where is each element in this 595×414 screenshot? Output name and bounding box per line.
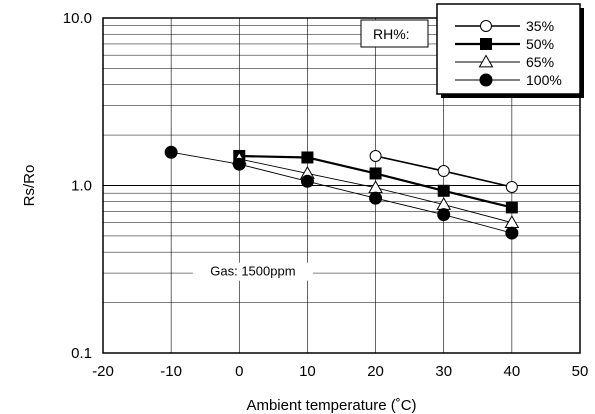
x-tick-label: 10 — [299, 363, 316, 380]
legend-label: 35% — [526, 18, 554, 34]
plot-frame — [102, 17, 581, 354]
legend-label: 100% — [526, 72, 562, 88]
x-tick-label: 20 — [367, 363, 384, 380]
data-point — [301, 151, 314, 164]
series-lines — [171, 151, 513, 234]
legend-frame — [436, 3, 581, 95]
data-point — [300, 174, 314, 188]
annotation: Gas: 1500ppm — [192, 262, 313, 281]
x-tick-label: -20 — [92, 363, 114, 380]
legend-marker — [480, 38, 492, 50]
data-point — [437, 184, 450, 197]
y-axis-label: Rs/Ro — [21, 165, 38, 207]
legend-marker — [480, 20, 492, 32]
data-point — [505, 226, 519, 240]
x-tick-label: 40 — [504, 363, 521, 380]
x-axis-label: Ambient temperature (˚C) — [246, 397, 416, 414]
legend: 35% 50% 65% 100% — [436, 3, 584, 98]
legend-label: 50% — [526, 36, 554, 52]
legend-marker — [478, 54, 494, 68]
x-ticks: -20 -10 0 10 20 30 40 50 — [92, 363, 588, 380]
legend-title-frame — [360, 19, 429, 48]
y-tick-label: 1.0 — [71, 178, 92, 195]
annotation-background — [192, 262, 313, 281]
data-point — [369, 191, 383, 205]
y-tick-label: 0.1 — [71, 345, 92, 362]
legend-marker — [479, 73, 493, 87]
y-tick-label: 10.0 — [63, 10, 92, 27]
data-point — [437, 208, 451, 222]
data-point — [232, 157, 246, 171]
data-point — [437, 165, 450, 178]
data-point — [505, 201, 518, 214]
x-tick-label: 0 — [235, 363, 243, 380]
y-ticks: 0.1 1.0 10.0 — [63, 10, 92, 362]
legend-items: 35% 50% 65% 100% — [455, 18, 562, 88]
x-tick-label: 50 — [572, 363, 589, 380]
data-point — [369, 150, 382, 163]
legend-title: RH%: — [373, 26, 410, 42]
data-point — [505, 180, 518, 193]
x-tick-label: -10 — [160, 363, 182, 380]
x-tick-label: 30 — [435, 363, 452, 380]
data-point — [164, 145, 178, 159]
legend-title-box: RH%: — [360, 19, 429, 48]
legend-label: 65% — [526, 54, 554, 70]
series-markers — [164, 145, 520, 240]
series-line — [171, 151, 512, 234]
data-point — [369, 167, 382, 180]
annotation-text: Gas: 1500ppm — [210, 264, 295, 279]
